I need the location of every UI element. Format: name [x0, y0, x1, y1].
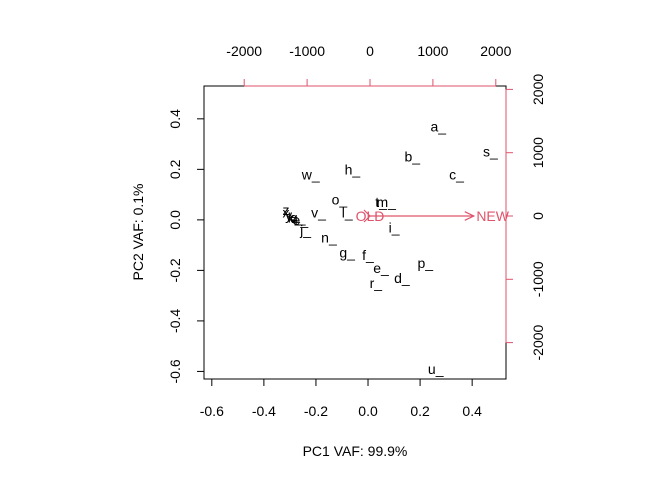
- observation-label: z_: [283, 202, 298, 218]
- y-tick-label: -0.4: [167, 309, 183, 333]
- observation-label: j_: [299, 222, 311, 238]
- observation-label: y_: [285, 207, 300, 223]
- observation-label: d_: [394, 270, 410, 286]
- top-tick-label: -1000: [289, 43, 325, 59]
- x-tick-label: 0.2: [410, 403, 430, 419]
- right-axis: -2000 -1000 0 1000 2000: [505, 74, 546, 361]
- observation-labels: a_s_b_h_ c_w_o_ t_m_v_ l_i_z_x_y_k_q_e_j_ n_…: [283, 118, 498, 376]
- observation-label: c_: [449, 166, 464, 182]
- observation-label: b_: [404, 149, 420, 165]
- plot-frame: [203, 85, 507, 380]
- observation-label: r_: [370, 275, 383, 291]
- y-tick-label: 0.0: [167, 210, 183, 230]
- observation-label: q_: [290, 209, 306, 225]
- x-tick-label: -0.6: [200, 403, 224, 419]
- variable-label: OLD: [356, 208, 385, 224]
- top-tick-label: 0: [366, 43, 374, 59]
- observation-label: h_: [345, 161, 361, 177]
- top-tick-label: 1000: [417, 43, 448, 59]
- right-tick-label: 0: [530, 212, 546, 220]
- observation-label: a_: [431, 118, 447, 134]
- arrow-head: [464, 211, 476, 221]
- top-tick-label: 2000: [480, 43, 511, 59]
- observation-label: v_: [311, 204, 326, 220]
- y-tick-label: 0.4: [167, 109, 183, 129]
- right-tick-label: 1000: [530, 137, 546, 168]
- y-tick-label: -0.2: [167, 258, 183, 282]
- observation-label: o_: [332, 192, 348, 208]
- observation-label: n_: [321, 230, 337, 246]
- left-axis: -0.6 -0.4 -0.2 0.0 0.2 0.4: [167, 109, 205, 383]
- arrow-head: [363, 209, 371, 223]
- observation-label: e_: [293, 212, 309, 228]
- right-tick-label: 2000: [530, 74, 546, 105]
- observation-label: f_: [362, 247, 374, 263]
- observation-label: g_: [339, 245, 355, 261]
- y-axis-title: PC2 VAF: 0.1%: [130, 183, 146, 280]
- x-tick-label: 0.0: [358, 403, 378, 419]
- right-tick-label: -1000: [530, 261, 546, 297]
- top-tick-label: -2000: [226, 43, 262, 59]
- x-tick-label: -0.2: [304, 403, 328, 419]
- y-tick-label: -0.6: [167, 359, 183, 383]
- observation-label: k_: [288, 209, 303, 225]
- variable-label: NEW: [476, 208, 509, 224]
- observation-label: s_: [483, 144, 498, 160]
- observation-label: t_: [375, 194, 387, 210]
- x-tick-label: -0.4: [252, 403, 276, 419]
- observation-label: u_: [428, 361, 444, 377]
- observation-label: p_: [418, 255, 434, 271]
- bottom-axis: -0.6 -0.4 -0.2 0.0 0.2 0.4: [200, 378, 482, 419]
- right-tick-label: -2000: [530, 324, 546, 360]
- observation-label: l_: [342, 204, 353, 220]
- y-tick-label: 0.2: [167, 159, 183, 179]
- observation-label: w_: [301, 166, 320, 182]
- top-axis: -2000 -1000 0 1000 2000: [226, 43, 512, 87]
- variable-arrows: NEW OLD: [356, 208, 510, 224]
- x-axis-title: PC1 VAF: 99.9%: [303, 443, 408, 459]
- observation-label: i_: [389, 219, 400, 235]
- observation-label: e_: [373, 260, 389, 276]
- x-tick-label: 0.4: [462, 403, 482, 419]
- observation-label: x_: [283, 204, 298, 220]
- observation-label: m_: [377, 194, 397, 210]
